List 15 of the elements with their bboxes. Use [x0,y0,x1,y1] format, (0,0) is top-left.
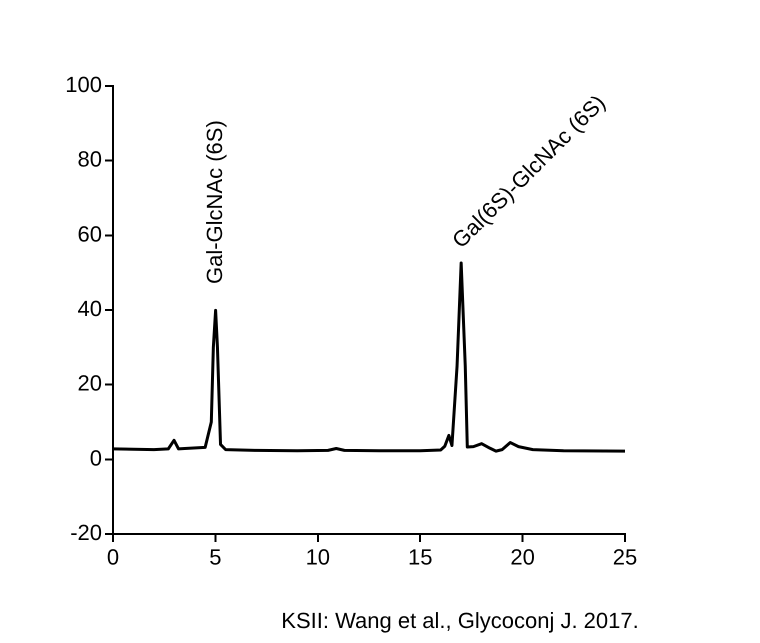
x-tick-label: 15 [408,544,432,570]
x-tick-label: 0 [106,544,120,570]
annotation: Gal-GlcNAc (6S) [202,120,228,284]
y-tick-label: -20 [70,520,102,546]
text: KSII: Wang et al., Glycoconj J. 2017. [281,608,639,633]
x-tick-label: 20 [510,544,535,570]
y-tick-label: 80 [78,146,102,172]
x-tick-label: 25 [612,544,638,570]
y-tick-label: 0 [90,445,102,470]
y-tick-label: 20 [78,370,102,396]
y-tick-label: 40 [78,296,102,322]
y-tick-label: 100 [65,72,102,98]
x-tick-label: 5 [209,544,222,570]
x-tick-label: 10 [306,544,330,570]
y-tick-label: 60 [78,221,102,246]
